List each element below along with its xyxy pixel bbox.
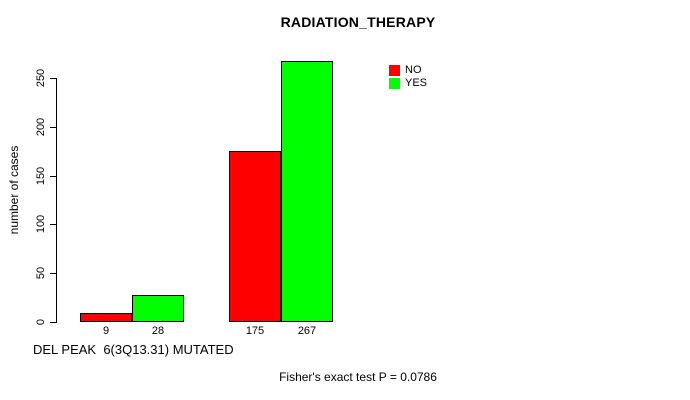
chart-title: RADIATION_THERAPY (280, 14, 436, 30)
legend-swatch-yes (389, 78, 400, 89)
bar-value-label: 9 (102, 325, 110, 337)
bar-yes-group1 (132, 295, 184, 322)
y-tick-label: 250 (35, 68, 47, 88)
legend-label-yes: YES (405, 77, 428, 89)
y-tick (50, 273, 56, 274)
legend: NO YES (389, 64, 427, 90)
legend-swatch-no (389, 65, 400, 76)
y-tick (50, 127, 56, 128)
y-tick-label: 0 (35, 318, 47, 326)
bar-no-group1 (80, 313, 132, 322)
y-axis (56, 78, 57, 323)
bar-value-label: 28 (151, 325, 165, 337)
y-tick (50, 78, 56, 79)
y-tick-label: 50 (35, 266, 47, 280)
y-tick-label: 150 (35, 166, 47, 186)
legend-entry-no: NO (389, 64, 427, 77)
x-axis-label: DEL PEAK 6(3Q13.31) MUTATED (33, 342, 234, 357)
legend-label-no: NO (405, 64, 422, 76)
bar-value-label: 267 (297, 325, 317, 337)
y-tick (50, 224, 56, 225)
bar-value-label: 175 (245, 325, 265, 337)
stat-annotation: Fisher's exact test P = 0.0786 (279, 370, 437, 384)
y-tick-label: 200 (35, 117, 47, 137)
legend-entry-yes: YES (389, 77, 427, 90)
bar-no-group2 (229, 151, 281, 322)
bar-yes-group2 (281, 61, 333, 322)
y-tick (50, 176, 56, 177)
y-tick-label: 100 (35, 214, 47, 234)
y-tick (50, 322, 56, 323)
